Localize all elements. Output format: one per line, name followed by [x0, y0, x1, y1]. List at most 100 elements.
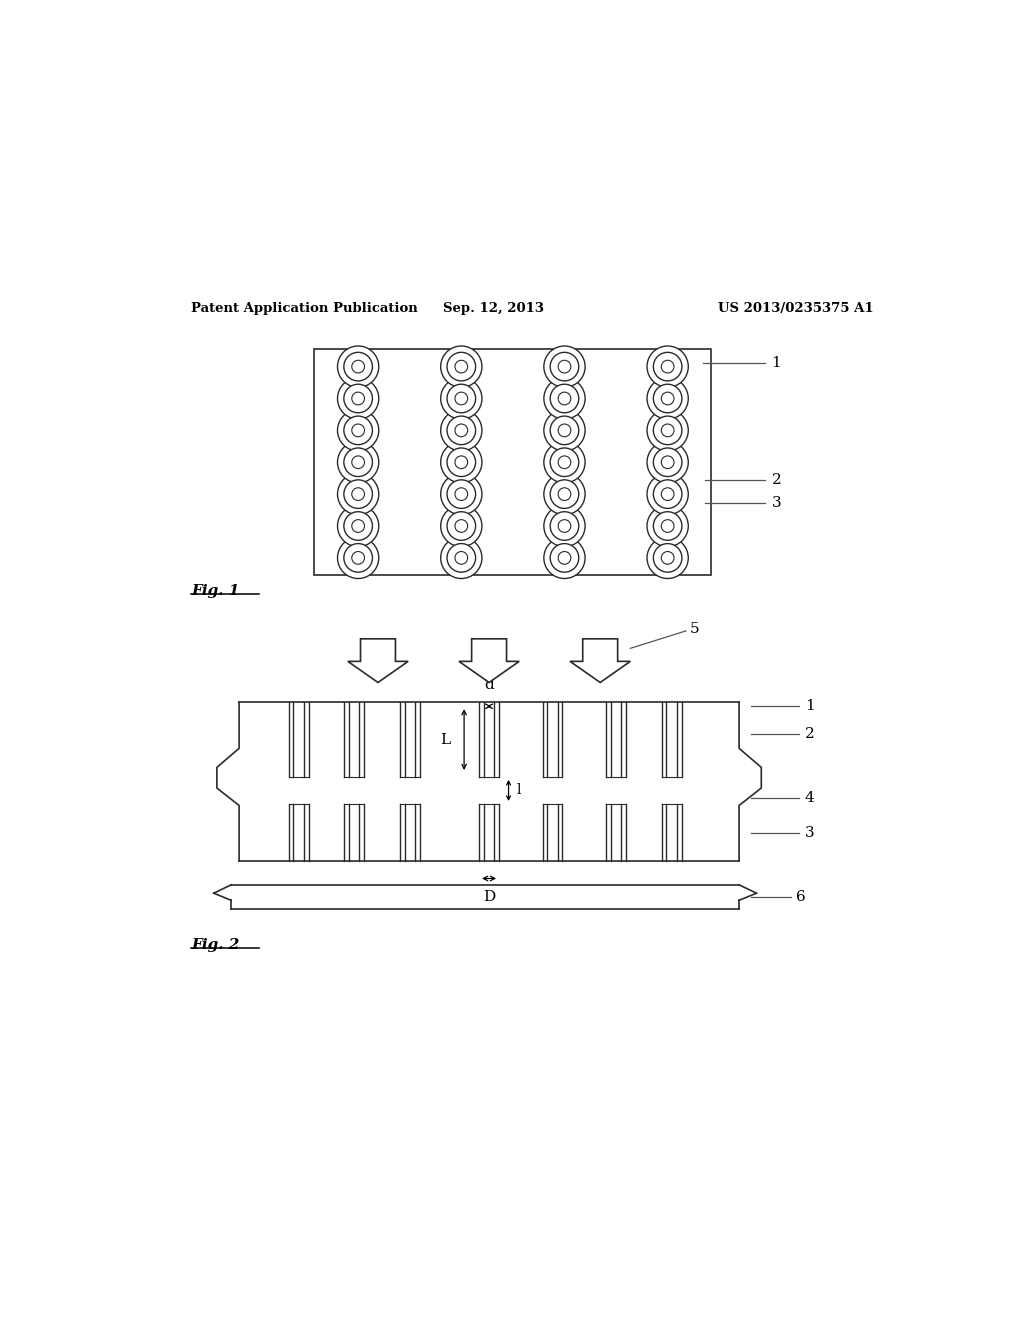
Circle shape: [558, 488, 570, 500]
Circle shape: [455, 520, 468, 532]
Circle shape: [558, 424, 570, 437]
Circle shape: [447, 480, 475, 508]
Text: US 2013/0235375 A1: US 2013/0235375 A1: [719, 301, 873, 314]
Circle shape: [544, 378, 585, 420]
Circle shape: [550, 384, 579, 413]
Circle shape: [544, 537, 585, 578]
Polygon shape: [570, 639, 631, 682]
Text: Fig. 2: Fig. 2: [191, 939, 240, 952]
Circle shape: [550, 352, 579, 381]
Circle shape: [558, 552, 570, 564]
Text: D: D: [483, 890, 496, 904]
Circle shape: [447, 384, 475, 413]
Text: Fig. 1: Fig. 1: [191, 583, 240, 598]
Circle shape: [653, 384, 682, 413]
Circle shape: [344, 480, 373, 508]
Circle shape: [653, 512, 682, 540]
Text: 6: 6: [797, 890, 806, 904]
Circle shape: [544, 506, 585, 546]
Circle shape: [440, 346, 482, 387]
Circle shape: [455, 424, 468, 437]
Text: 3: 3: [805, 826, 814, 841]
Circle shape: [550, 416, 579, 445]
Circle shape: [440, 474, 482, 515]
Circle shape: [447, 352, 475, 381]
Text: 2: 2: [805, 727, 815, 741]
Circle shape: [647, 506, 688, 546]
Circle shape: [550, 544, 579, 572]
Circle shape: [653, 352, 682, 381]
Circle shape: [352, 488, 365, 500]
Text: 1: 1: [805, 700, 815, 713]
Circle shape: [338, 506, 379, 546]
Circle shape: [338, 378, 379, 420]
Circle shape: [338, 474, 379, 515]
Text: 4: 4: [805, 791, 815, 805]
Circle shape: [653, 447, 682, 477]
Circle shape: [647, 474, 688, 515]
Polygon shape: [459, 639, 519, 682]
Circle shape: [550, 480, 579, 508]
Circle shape: [338, 409, 379, 451]
Text: 1: 1: [772, 356, 781, 371]
Circle shape: [344, 512, 373, 540]
Circle shape: [352, 392, 365, 405]
Polygon shape: [348, 639, 409, 682]
Circle shape: [352, 520, 365, 532]
Circle shape: [558, 360, 570, 374]
Circle shape: [544, 442, 585, 483]
Circle shape: [455, 360, 468, 374]
Circle shape: [338, 537, 379, 578]
Circle shape: [447, 544, 475, 572]
Circle shape: [447, 416, 475, 445]
Circle shape: [653, 544, 682, 572]
Circle shape: [662, 455, 674, 469]
Circle shape: [455, 552, 468, 564]
Circle shape: [647, 442, 688, 483]
Circle shape: [344, 384, 373, 413]
Text: L: L: [439, 733, 450, 747]
Circle shape: [455, 488, 468, 500]
Circle shape: [344, 352, 373, 381]
Circle shape: [455, 455, 468, 469]
Text: 2: 2: [772, 474, 781, 487]
Circle shape: [338, 442, 379, 483]
Circle shape: [662, 488, 674, 500]
Text: 5: 5: [690, 622, 699, 636]
Circle shape: [558, 392, 570, 405]
Circle shape: [352, 424, 365, 437]
Circle shape: [544, 474, 585, 515]
Text: Patent Application Publication: Patent Application Publication: [191, 301, 418, 314]
Text: Sep. 12, 2013: Sep. 12, 2013: [442, 301, 544, 314]
Circle shape: [647, 537, 688, 578]
Circle shape: [344, 447, 373, 477]
Circle shape: [662, 424, 674, 437]
Circle shape: [440, 409, 482, 451]
Circle shape: [662, 360, 674, 374]
Circle shape: [647, 346, 688, 387]
Circle shape: [344, 416, 373, 445]
Circle shape: [352, 455, 365, 469]
Text: d: d: [484, 678, 494, 692]
Circle shape: [662, 552, 674, 564]
Circle shape: [440, 378, 482, 420]
Circle shape: [662, 392, 674, 405]
Circle shape: [344, 544, 373, 572]
Circle shape: [352, 552, 365, 564]
Circle shape: [550, 512, 579, 540]
Circle shape: [440, 537, 482, 578]
Circle shape: [447, 447, 475, 477]
Circle shape: [653, 480, 682, 508]
Circle shape: [352, 360, 365, 374]
Circle shape: [647, 378, 688, 420]
Circle shape: [653, 416, 682, 445]
Circle shape: [558, 455, 570, 469]
Bar: [314, 350, 712, 576]
Circle shape: [544, 346, 585, 387]
Circle shape: [558, 520, 570, 532]
Text: l: l: [516, 783, 521, 797]
Circle shape: [550, 447, 579, 477]
Circle shape: [455, 392, 468, 405]
Text: 3: 3: [772, 496, 781, 510]
Circle shape: [338, 346, 379, 387]
